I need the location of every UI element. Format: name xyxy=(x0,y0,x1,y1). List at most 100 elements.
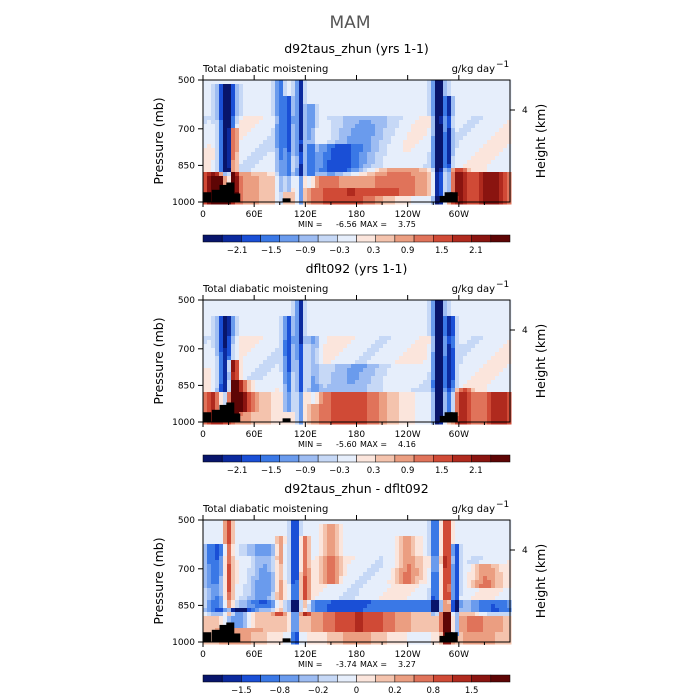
field-cell xyxy=(407,100,412,105)
field-cell xyxy=(223,148,228,153)
field-cell xyxy=(231,176,236,181)
field-cell xyxy=(491,336,496,341)
field-cell xyxy=(435,336,440,341)
field-cell xyxy=(399,156,404,161)
field-cell xyxy=(311,144,316,149)
field-cell xyxy=(311,124,316,129)
colorbar-swatch xyxy=(221,234,242,243)
field-cell xyxy=(315,172,320,177)
field-cell xyxy=(443,176,448,181)
field-cell xyxy=(427,388,432,393)
field-cell xyxy=(483,300,488,305)
field-cell xyxy=(359,380,364,385)
field-cell xyxy=(235,160,240,165)
field-cell xyxy=(207,396,212,401)
field-cell xyxy=(475,124,480,129)
field-cell xyxy=(343,152,348,157)
field-cell xyxy=(207,112,212,117)
field-cell xyxy=(371,372,376,377)
field-cell xyxy=(307,84,312,89)
field-cell xyxy=(219,132,224,137)
field-cell xyxy=(243,300,248,305)
field-cell xyxy=(303,160,308,165)
field-cell xyxy=(423,144,428,149)
field-cell xyxy=(303,84,308,89)
field-cell xyxy=(303,380,308,385)
field-cell xyxy=(339,356,344,361)
field-cell xyxy=(247,116,252,121)
field-cell xyxy=(459,144,464,149)
field-cell xyxy=(259,168,264,173)
field-cell xyxy=(235,152,240,157)
field-cell xyxy=(343,196,348,201)
field-cell xyxy=(315,324,320,329)
field-cell xyxy=(375,184,380,189)
field-cell xyxy=(415,352,420,357)
field-cell xyxy=(259,336,264,341)
field-cell xyxy=(351,112,356,117)
field-cell xyxy=(339,380,344,385)
field-cell xyxy=(411,80,416,85)
field-cell xyxy=(223,372,228,377)
field-cell xyxy=(495,120,500,125)
field-cell xyxy=(419,304,424,309)
field-cell xyxy=(231,136,236,141)
field-cell xyxy=(467,416,472,421)
field-cell xyxy=(499,336,504,341)
field-cell xyxy=(427,408,432,413)
field-cell xyxy=(447,356,452,361)
field-cell xyxy=(343,116,348,121)
field-cell xyxy=(447,164,452,169)
field-cell xyxy=(379,336,384,341)
field-cell xyxy=(203,160,208,165)
field-cell xyxy=(435,176,440,181)
field-cell xyxy=(331,340,336,345)
field-cell xyxy=(259,364,264,369)
field-cell xyxy=(483,196,488,201)
field-cell xyxy=(255,336,260,341)
field-cell xyxy=(491,396,496,401)
field-cell xyxy=(203,100,208,105)
field-cell xyxy=(499,192,504,197)
field-cell xyxy=(387,192,392,197)
field-cell xyxy=(311,184,316,189)
field-cell xyxy=(491,192,496,197)
field-cell xyxy=(447,124,452,129)
field-cell xyxy=(475,104,480,109)
field-cell xyxy=(347,180,352,185)
field-cell xyxy=(283,376,288,381)
field-cell xyxy=(391,308,396,313)
field-cell xyxy=(431,388,436,393)
field-cell xyxy=(343,304,348,309)
field-cell xyxy=(219,316,224,321)
field-cell xyxy=(311,140,316,145)
field-cell xyxy=(315,340,320,345)
field-cell xyxy=(307,184,312,189)
field-cell xyxy=(275,304,280,309)
field-cell xyxy=(327,180,332,185)
field-cell xyxy=(207,372,212,377)
field-cell xyxy=(203,116,208,121)
field-cell xyxy=(339,308,344,313)
field-cell xyxy=(447,312,452,317)
field-cell xyxy=(507,308,512,313)
field-cell xyxy=(439,348,444,353)
field-cell xyxy=(451,400,456,405)
field-cell xyxy=(459,164,464,169)
field-cell xyxy=(331,404,336,409)
field-cell xyxy=(271,176,276,181)
field-cell xyxy=(355,368,360,373)
field-cell xyxy=(227,396,232,401)
field-cell xyxy=(471,192,476,197)
field-cell xyxy=(359,80,364,85)
field-cell xyxy=(447,336,452,341)
field-cell xyxy=(319,96,324,101)
field-cell xyxy=(419,388,424,393)
field-cell xyxy=(423,348,428,353)
field-cell xyxy=(503,336,508,341)
field-cell xyxy=(403,332,408,337)
field-cell xyxy=(331,108,336,113)
field-cell xyxy=(407,348,412,353)
field-cell xyxy=(335,324,340,329)
field-cell xyxy=(415,356,420,361)
